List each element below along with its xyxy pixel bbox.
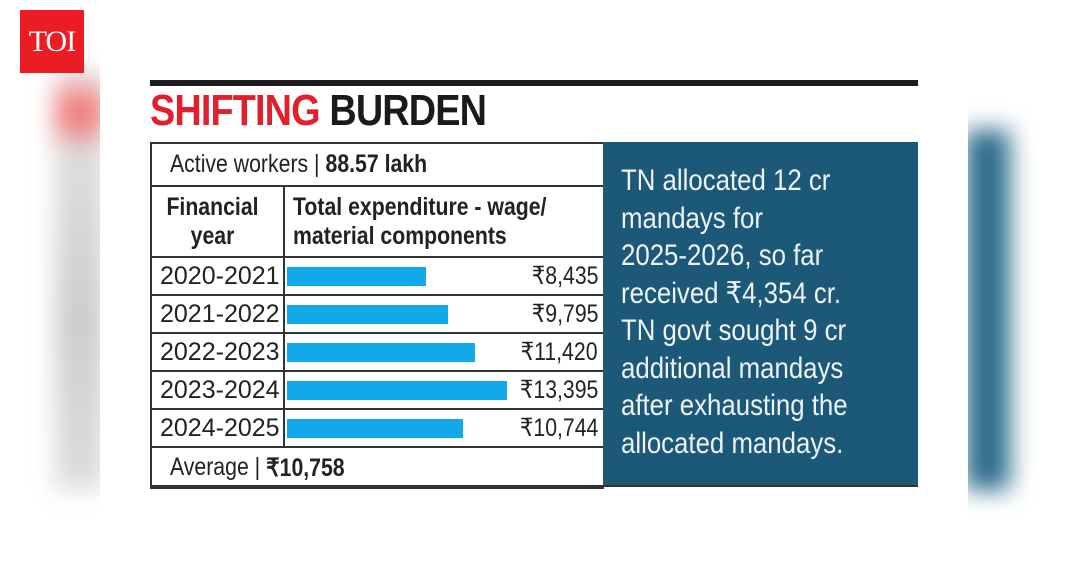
value-label: ₹9,795 <box>531 300 598 328</box>
header-row: Financial year Total expenditure - wage/… <box>152 187 604 258</box>
expenditure-bar <box>287 380 507 400</box>
table-row: 2024-2025 ₹10,744 <box>152 410 604 448</box>
header-year: Financial year <box>166 192 259 250</box>
expenditure-bar <box>287 418 464 438</box>
year-label: 2024-2025 <box>152 410 285 446</box>
table-row: 2021-2022 ₹9,795 <box>152 296 604 334</box>
expenditure-bar <box>287 266 426 286</box>
active-workers-row: Active workers | 88.57 lakh <box>152 144 604 187</box>
value-label: ₹11,420 <box>521 338 598 366</box>
value-label: ₹13,395 <box>519 376 598 404</box>
expenditure-bar <box>287 342 475 362</box>
table-row: 2023-2024 ₹13,395 <box>152 372 604 410</box>
title-part2: BURDEN <box>329 86 487 135</box>
background-blur-left <box>55 70 105 490</box>
header-expenditure: Total expenditure - wage/ material compo… <box>293 192 547 250</box>
expenditure-bar <box>287 304 448 324</box>
background-blur-right <box>965 130 1010 490</box>
value-label: ₹10,744 <box>519 414 598 442</box>
title-part1: SHIFTING <box>150 86 321 135</box>
table-row: 2020-2021 ₹8,435 <box>152 258 604 296</box>
average-value: ₹10,758 <box>266 453 345 482</box>
table-row: 2022-2023 ₹11,420 <box>152 334 604 372</box>
active-workers-label: Active workers | <box>170 150 320 178</box>
year-label: 2020-2021 <box>152 258 285 294</box>
average-row: Average | ₹10,758 <box>152 448 604 487</box>
average-label: Average | <box>170 453 261 481</box>
year-label: 2022-2023 <box>152 334 285 370</box>
year-label: 2021-2022 <box>152 296 285 332</box>
note-text: TN allocated 12 cr mandays for 2025-2026… <box>621 164 848 460</box>
chart-title: SHIFTING BURDEN <box>150 86 487 136</box>
bottom-rule <box>150 485 918 487</box>
active-workers-value: 88.57 lakh <box>325 150 428 178</box>
year-label: 2023-2024 <box>152 372 285 408</box>
toi-logo[interactable]: TOI <box>20 10 84 73</box>
value-label: ₹8,435 <box>531 262 598 290</box>
top-rule <box>150 80 918 86</box>
expenditure-table: Active workers | 88.57 lakh Financial ye… <box>150 142 604 489</box>
note-panel: TN allocated 12 cr mandays for 2025-2026… <box>603 142 918 487</box>
